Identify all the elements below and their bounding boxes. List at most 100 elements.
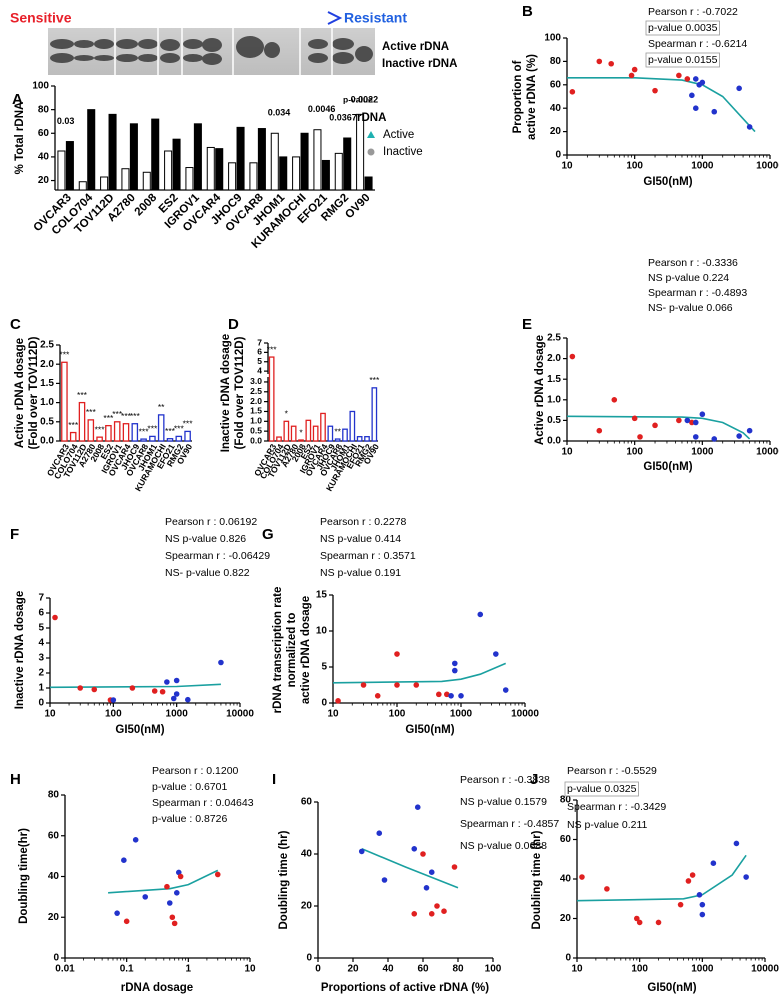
x-tick-label: 10000 <box>756 161 779 172</box>
x-tick-label: 2008 <box>133 191 160 218</box>
bar <box>290 425 297 442</box>
point <box>164 883 170 890</box>
point <box>394 682 400 688</box>
stat-annotation: Spearman r : 0.04643 <box>152 797 254 809</box>
point <box>381 877 388 883</box>
point <box>169 914 176 921</box>
x-tick-label: 10 <box>571 964 583 975</box>
point <box>91 686 98 693</box>
x-axis-label: Proportions of active rDNA (%) <box>321 982 489 994</box>
stat-annotation: p-value : 0.6701 <box>152 781 227 793</box>
bar <box>215 148 224 191</box>
point <box>711 436 718 442</box>
bar <box>312 425 319 442</box>
bar <box>276 436 282 442</box>
legend-label: Active <box>383 129 414 141</box>
y-tick-label: 0.0 <box>40 436 54 447</box>
significance: *** <box>95 424 106 434</box>
significance: *** <box>59 350 70 360</box>
stat-annotation: Spearman r : -0.6214 <box>648 38 747 50</box>
point <box>458 693 464 699</box>
y-tick-label: 3.0 <box>250 376 262 386</box>
x-axis-label: GI50(nM) <box>405 724 454 736</box>
point <box>358 848 365 855</box>
bar <box>140 438 147 442</box>
y-tick-label: 0.5 <box>250 425 262 435</box>
point <box>477 611 484 618</box>
point <box>170 695 177 702</box>
y-tick-label: 1.0 <box>250 416 262 426</box>
y-axis-label: Doubling time (hr) <box>531 830 543 929</box>
point <box>628 72 635 79</box>
y-tick-label: 15 <box>316 590 328 601</box>
x-tick-label: 10 <box>561 161 573 172</box>
y-axis-label: % Total rDNA <box>14 102 26 175</box>
fit-curve <box>566 415 751 440</box>
bar <box>175 435 183 442</box>
point <box>633 915 640 922</box>
x-tick-label: 10000 <box>751 964 779 975</box>
stat-annotation: NS p-value 0.1579 <box>460 796 547 808</box>
significance: *** <box>68 420 79 430</box>
axis-break <box>263 374 273 377</box>
point <box>142 894 149 900</box>
x-tick-label: 80 <box>452 964 464 975</box>
point <box>394 651 400 657</box>
y-tick-label: 0.5 <box>40 416 54 427</box>
annotation-box <box>645 20 720 36</box>
significance: *** <box>147 424 158 434</box>
gel-label: Inactive rDNA <box>382 58 457 70</box>
bar <box>327 425 334 442</box>
y-axis-label: Proportion of <box>512 60 524 133</box>
point <box>569 89 576 95</box>
significance: *** <box>139 426 150 436</box>
bar <box>87 109 96 191</box>
y-tick-label: 0.5 <box>547 415 561 426</box>
y-axis-label: active rDNA dosage <box>300 596 312 704</box>
x-tick-label: 40 <box>382 964 394 975</box>
y-axis-label: Doubling time (hr) <box>278 830 290 929</box>
legend-label: Inactive <box>383 146 423 158</box>
significance: *** <box>183 419 194 429</box>
y-tick-label: 1.0 <box>40 397 54 408</box>
y-axis-label: active rDNA (%) <box>526 54 538 140</box>
point <box>579 874 585 880</box>
point <box>746 427 753 434</box>
point <box>733 840 740 847</box>
panel-label: C <box>10 316 21 333</box>
point <box>631 415 638 422</box>
point <box>685 878 692 884</box>
y-tick-label: 5 <box>257 356 262 366</box>
y-tick-label: 2.5 <box>250 386 262 396</box>
bar <box>157 414 165 442</box>
bar <box>292 156 301 191</box>
bar <box>69 431 77 442</box>
legend-marker <box>367 148 375 156</box>
annotation-box <box>564 781 639 797</box>
bar <box>108 113 117 191</box>
bar <box>65 141 74 191</box>
legend-marker <box>367 131 375 138</box>
bar <box>298 439 304 442</box>
point <box>655 919 662 926</box>
x-tick-label: 100 <box>105 709 122 720</box>
point <box>676 417 682 424</box>
p-value: 0.0046 <box>308 104 336 114</box>
point <box>436 691 442 698</box>
x-tick-label: 0 <box>315 964 321 975</box>
y-tick-label: 0 <box>38 698 44 709</box>
point <box>411 846 418 852</box>
point <box>652 87 658 94</box>
stat-annotation: Pearson r : -0.3336 <box>648 257 738 269</box>
y-tick-label: 0 <box>555 150 561 161</box>
bar <box>149 435 156 442</box>
panel-label: I <box>272 771 276 788</box>
p-value: 0.034 <box>268 108 291 118</box>
y-tick-label: 5 <box>38 623 44 634</box>
x-tick-label: 10 <box>561 447 573 458</box>
y-tick-label: 40 <box>550 103 562 114</box>
y-tick-label: 20 <box>48 912 60 923</box>
stat-annotation: p-value 0.0325 <box>567 783 637 795</box>
bar <box>184 430 191 442</box>
x-tick-label: 1000 <box>691 964 714 975</box>
